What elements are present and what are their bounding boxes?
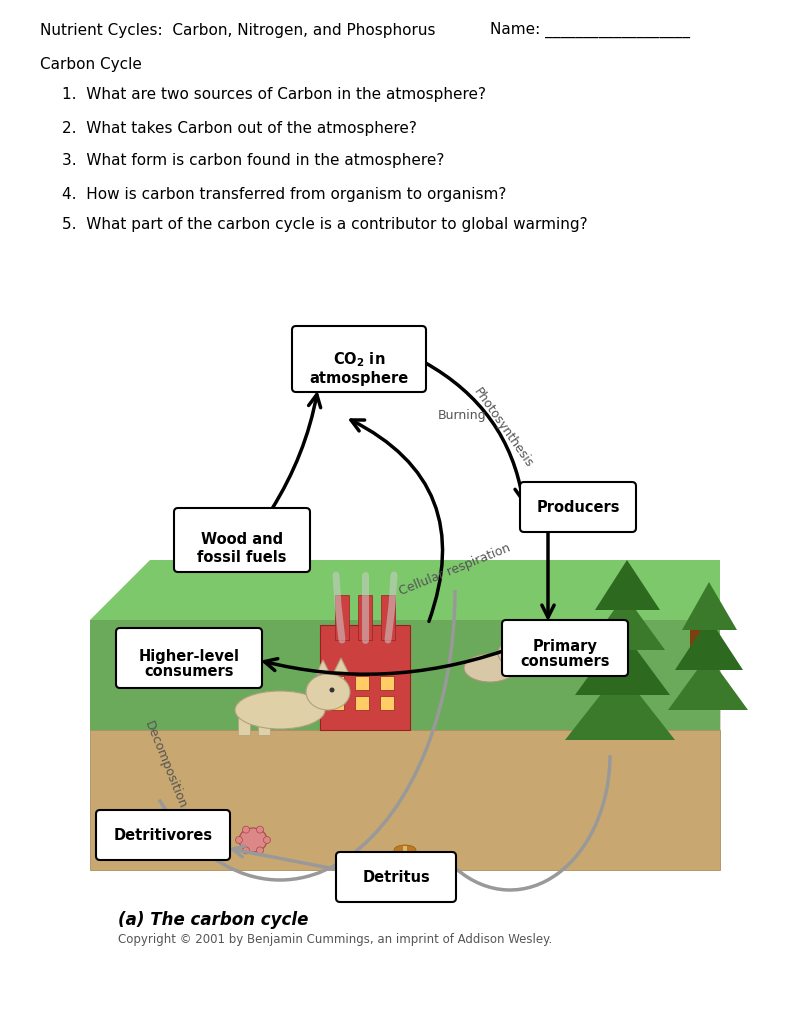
Text: consumers: consumers: [144, 665, 234, 680]
Ellipse shape: [306, 674, 350, 710]
Ellipse shape: [243, 847, 249, 854]
Ellipse shape: [239, 828, 267, 852]
FancyBboxPatch shape: [502, 620, 628, 676]
Text: 5.  What part of the carbon cycle is a contributor to global warming?: 5. What part of the carbon cycle is a co…: [62, 217, 588, 232]
FancyBboxPatch shape: [116, 628, 262, 688]
Polygon shape: [90, 620, 720, 730]
Polygon shape: [668, 655, 748, 710]
Ellipse shape: [498, 641, 526, 665]
Text: Wood and: Wood and: [201, 532, 283, 548]
Text: 3.  What form is carbon found in the atmosphere?: 3. What form is carbon found in the atmo…: [62, 154, 445, 169]
Ellipse shape: [514, 628, 521, 646]
Bar: [355, 696, 369, 710]
Text: fossil fuels: fossil fuels: [197, 551, 287, 565]
Ellipse shape: [243, 826, 249, 834]
Ellipse shape: [366, 859, 414, 881]
Bar: [690, 620, 703, 660]
Bar: [380, 676, 394, 690]
Text: Producers: Producers: [536, 500, 620, 514]
Ellipse shape: [236, 837, 243, 844]
Polygon shape: [585, 595, 665, 650]
Text: Detritus: Detritus: [362, 869, 430, 885]
Text: Higher-level: Higher-level: [138, 648, 240, 664]
Text: consumers: consumers: [520, 654, 610, 670]
Text: Name: ___________________: Name: ___________________: [490, 22, 690, 38]
Polygon shape: [90, 730, 720, 870]
Polygon shape: [575, 630, 670, 695]
Text: Copyright © 2001 by Benjamin Cummings, an imprint of Addison Wesley.: Copyright © 2001 by Benjamin Cummings, a…: [118, 934, 552, 946]
Bar: [403, 846, 407, 858]
Text: Nutrient Cycles:  Carbon, Nitrogen, and Phosphorus: Nutrient Cycles: Carbon, Nitrogen, and P…: [40, 23, 436, 38]
Text: (a) The carbon cycle: (a) The carbon cycle: [118, 911, 308, 929]
Text: Carbon Cycle: Carbon Cycle: [40, 57, 142, 73]
Polygon shape: [334, 658, 348, 672]
Ellipse shape: [263, 837, 271, 844]
Text: 4.  How is carbon transferred from organism to organism?: 4. How is carbon transferred from organi…: [62, 186, 506, 202]
Polygon shape: [595, 560, 660, 610]
FancyBboxPatch shape: [336, 852, 456, 902]
Bar: [615, 625, 633, 680]
FancyBboxPatch shape: [96, 810, 230, 860]
Text: 1.  What are two sources of Carbon in the atmosphere?: 1. What are two sources of Carbon in the…: [62, 87, 486, 102]
Polygon shape: [565, 670, 675, 740]
Text: $\mathbf{CO_2}$ in: $\mathbf{CO_2}$ in: [333, 350, 385, 370]
Text: Photosynthesis: Photosynthesis: [471, 386, 536, 470]
FancyBboxPatch shape: [174, 508, 310, 572]
Text: Decomposition: Decomposition: [142, 719, 188, 811]
Bar: [320, 625, 410, 730]
Bar: [380, 696, 394, 710]
FancyBboxPatch shape: [520, 482, 636, 532]
FancyBboxPatch shape: [292, 326, 426, 392]
Bar: [381, 595, 395, 640]
Text: Primary: Primary: [532, 639, 597, 653]
Polygon shape: [682, 582, 737, 630]
Polygon shape: [675, 618, 743, 670]
Text: Cellular respiration: Cellular respiration: [397, 542, 513, 598]
Ellipse shape: [256, 826, 263, 834]
Ellipse shape: [256, 847, 263, 854]
Text: 2.  What takes Carbon out of the atmosphere?: 2. What takes Carbon out of the atmosphe…: [62, 121, 417, 135]
Text: Detritivores: Detritivores: [113, 827, 213, 843]
Ellipse shape: [235, 691, 325, 729]
Ellipse shape: [394, 845, 416, 855]
Text: atmosphere: atmosphere: [309, 371, 409, 385]
Bar: [330, 696, 344, 710]
Ellipse shape: [330, 687, 335, 692]
Bar: [335, 595, 349, 640]
Bar: [355, 676, 369, 690]
Text: Burning: Burning: [437, 409, 486, 422]
Bar: [238, 710, 250, 735]
Polygon shape: [90, 670, 720, 730]
Ellipse shape: [363, 853, 401, 871]
Polygon shape: [316, 660, 330, 674]
Bar: [258, 710, 270, 735]
Ellipse shape: [514, 649, 518, 653]
Polygon shape: [90, 560, 720, 620]
Ellipse shape: [464, 654, 516, 682]
Bar: [358, 595, 372, 640]
Bar: [330, 676, 344, 690]
Ellipse shape: [504, 628, 512, 648]
